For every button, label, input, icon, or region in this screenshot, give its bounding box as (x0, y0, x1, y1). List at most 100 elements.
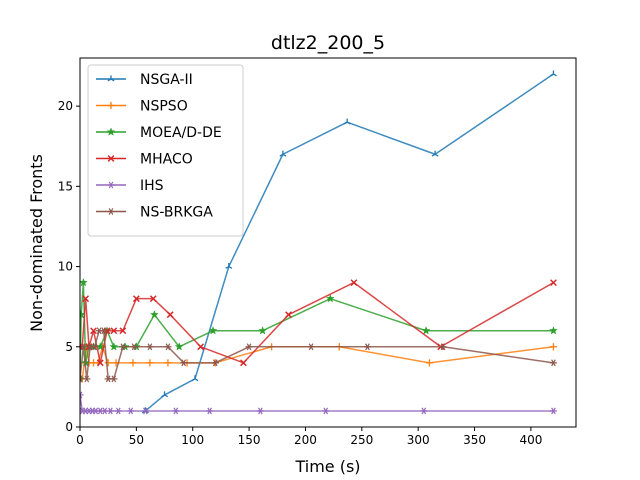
data-point-mhaco (350, 279, 358, 287)
data-point-ns-brkga (80, 343, 87, 351)
data-point-nspso (129, 359, 137, 367)
legend-label-mhaco: MHACO (140, 152, 193, 168)
data-point-moea-d-de (208, 326, 218, 335)
data-point-moea-d-de (174, 342, 184, 351)
data-point-ihs (141, 407, 149, 415)
data-point-nsga-ii (225, 262, 233, 269)
data-point-moea-d-de (421, 326, 431, 335)
data-point-ns-brkga (110, 375, 118, 383)
legend-label-ihs: IHS (140, 178, 164, 194)
legend: NSGA-II NSPSO MOEA/D-DE MHACO IHS NS-BRKGA (87, 64, 244, 237)
y-tick-label: 10 (58, 260, 73, 274)
data-point-ns-brkga (83, 375, 91, 383)
data-point-ns-brkga (211, 359, 219, 367)
data-point-ns-brkga (307, 343, 315, 351)
data-point-mhaco (132, 295, 140, 303)
data-point-nsga-ii (343, 118, 351, 125)
x-tick-label: 100 (181, 433, 204, 447)
data-point-nsga-ii (191, 375, 199, 382)
axes-frame (79, 57, 577, 428)
data-point-mhaco (197, 343, 205, 351)
data-point-ns-brkga (180, 359, 188, 367)
data-point-mhaco (82, 295, 90, 303)
data-point-ihs (106, 407, 115, 415)
x-axis-label: Time (s) (294, 457, 360, 476)
y-axis-label: Non-dominated Fronts (27, 154, 46, 332)
data-point-ihs (206, 407, 214, 415)
data-point-ihs (172, 407, 180, 415)
data-point-nsga-ii (549, 70, 557, 77)
data-point-moea-d-de (95, 342, 105, 351)
data-point-nsga-ii (279, 150, 287, 157)
x-tick-label: 0 (76, 433, 84, 447)
data-point-ihs (127, 407, 135, 415)
legend-marker-ihs (107, 181, 115, 189)
data-point-mhaco (96, 359, 104, 367)
data-point-mhaco (90, 327, 97, 335)
plot-area: 0 50 100 150 200 250 300 350 400 0 5 10 15 20 (58, 57, 577, 447)
legend-marker-nspso (107, 101, 115, 110)
x-tick-label: 400 (519, 433, 542, 447)
y-tick-label: 0 (65, 420, 73, 434)
data-point-moea-d-de (80, 277, 88, 287)
data-point-mhaco (110, 327, 118, 335)
data-point-moea-d-de (258, 326, 268, 335)
series-layer (80, 70, 558, 415)
data-point-moea-d-de (149, 309, 159, 319)
data-point-moea-d-de (548, 326, 558, 335)
data-point-ns-brkga (80, 375, 84, 383)
data-point-mhaco (166, 311, 174, 319)
x-tick-label: 350 (463, 433, 486, 447)
legend-marker-nsga-ii (107, 75, 115, 82)
data-point-ns-brkga (119, 343, 127, 351)
y-tick-label: 20 (58, 99, 73, 113)
data-point-ns-brkga (100, 327, 108, 335)
data-point-ns-brkga (245, 343, 253, 351)
legend-label-ns-brkga: NS-BRKGA (140, 205, 213, 221)
data-point-ns-brkga (91, 343, 99, 351)
data-point-ns-brkga (363, 343, 372, 351)
data-point-ihs (549, 407, 558, 415)
legend-box (87, 64, 244, 237)
data-point-ihs (256, 407, 264, 415)
data-point-mhaco (285, 311, 292, 319)
data-point-mhaco (240, 359, 247, 367)
legend-label-nspso: NSPSO (140, 99, 188, 115)
legend-marker-ns-brkga (107, 208, 115, 215)
x-tick-label: 200 (294, 433, 317, 447)
legend-label-moea-d-de: MOEA/D-DE (140, 125, 222, 141)
data-point-ns-brkga (164, 343, 172, 351)
data-point-nspso (104, 359, 112, 367)
data-point-moea-d-de (109, 342, 119, 351)
data-point-nsga-ii (431, 150, 439, 157)
legend-marker-moea-d-de (106, 127, 116, 136)
data-point-nspso (146, 359, 154, 367)
data-point-ns-brkga (439, 343, 447, 351)
data-point-ns-brkga (130, 343, 138, 351)
y-tick-label: 15 (58, 179, 73, 193)
data-point-mhaco (550, 279, 557, 287)
series-line-nsga-ii (144, 73, 554, 412)
x-tick-label: 50 (129, 433, 144, 447)
data-point-nspso (549, 343, 558, 351)
data-point-ns-brkga (549, 359, 558, 367)
data-point-mhaco (149, 295, 157, 303)
data-point-ihs (114, 407, 122, 415)
series-ihs (80, 391, 558, 415)
data-point-moea-d-de (325, 293, 335, 303)
chart-title: dtlz2_200_5 (271, 32, 385, 54)
legend-marker-mhaco (107, 155, 115, 162)
data-point-ns-brkga (146, 343, 154, 351)
x-tick-label: 300 (407, 433, 430, 447)
data-point-ihs (322, 407, 330, 415)
x-tick-label: 250 (350, 433, 373, 447)
data-point-nspso (164, 359, 172, 367)
data-point-ihs (80, 391, 84, 399)
x-tick-label: 150 (238, 433, 261, 447)
series-ns-brkga (80, 327, 558, 383)
data-point-ihs (420, 407, 428, 415)
y-tick-label: 5 (65, 340, 73, 354)
series-line-mhaco (80, 281, 554, 364)
